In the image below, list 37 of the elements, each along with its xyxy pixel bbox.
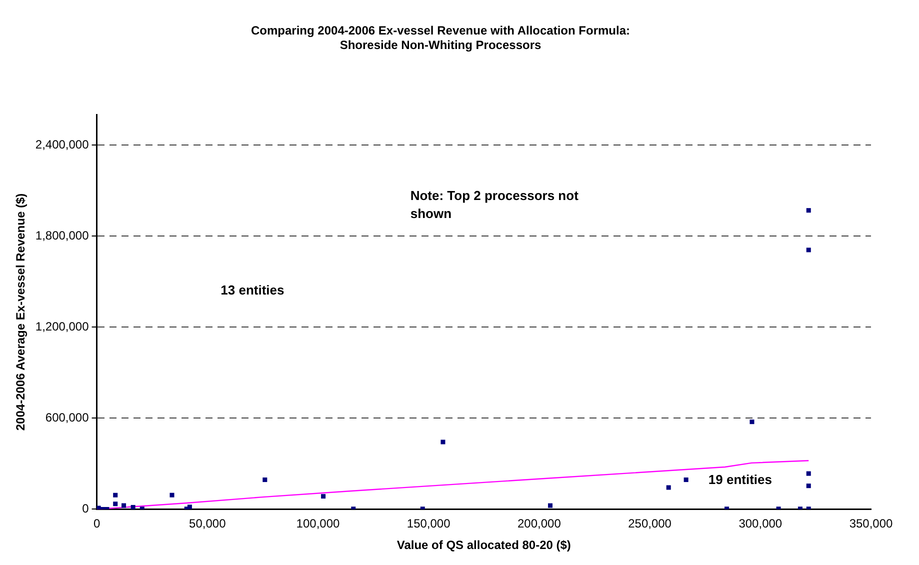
x-tick-label: 100,000 <box>296 516 340 531</box>
point <box>548 503 553 508</box>
point <box>262 478 268 482</box>
y-tick-label: 0 <box>82 502 90 516</box>
point <box>806 471 811 476</box>
point <box>684 478 688 482</box>
annotation: 13 entities <box>220 282 284 298</box>
point <box>321 494 326 499</box>
point <box>170 492 174 498</box>
point <box>113 492 118 498</box>
point <box>440 440 446 444</box>
point <box>96 506 101 510</box>
point <box>750 420 754 424</box>
point <box>113 502 118 506</box>
point <box>806 484 811 488</box>
x-tick-label: 250,000 <box>628 516 672 531</box>
x-tick-label: 200,000 <box>518 516 562 531</box>
annotation: 19 entities <box>708 472 772 487</box>
y-tick-label: 1,200,000 <box>35 319 90 334</box>
y-tick-label: 600,000 <box>45 410 90 424</box>
point <box>187 504 192 510</box>
point <box>130 504 136 510</box>
point <box>666 485 671 490</box>
annotation: Note: Top 2 processors not shown <box>410 188 580 221</box>
x-tick-label: 350,000 <box>849 516 894 531</box>
point <box>806 208 811 213</box>
point <box>806 248 811 252</box>
x-tick-label: 0 <box>93 516 100 531</box>
x-tick-label: 150,000 <box>406 516 451 531</box>
point <box>122 503 126 508</box>
y-axis-title: 2004-2006 Average Ex-vessel Revenue ($) <box>14 193 28 431</box>
chart-title: Comparing 2004-2006 Ex-vessel Revenue with Allocation Formula: Shoreside Non-Whiting Processors <box>250 24 630 52</box>
y-tick-label: 1,800,000 <box>35 228 90 242</box>
x-tick-label: 50,000 <box>189 516 226 531</box>
x-axis-title: Value of QS allocated 80-20 ($) <box>396 538 571 552</box>
y-tick-label: 2,400,000 <box>35 137 90 152</box>
x-tick-label: 300,000 <box>738 516 782 531</box>
